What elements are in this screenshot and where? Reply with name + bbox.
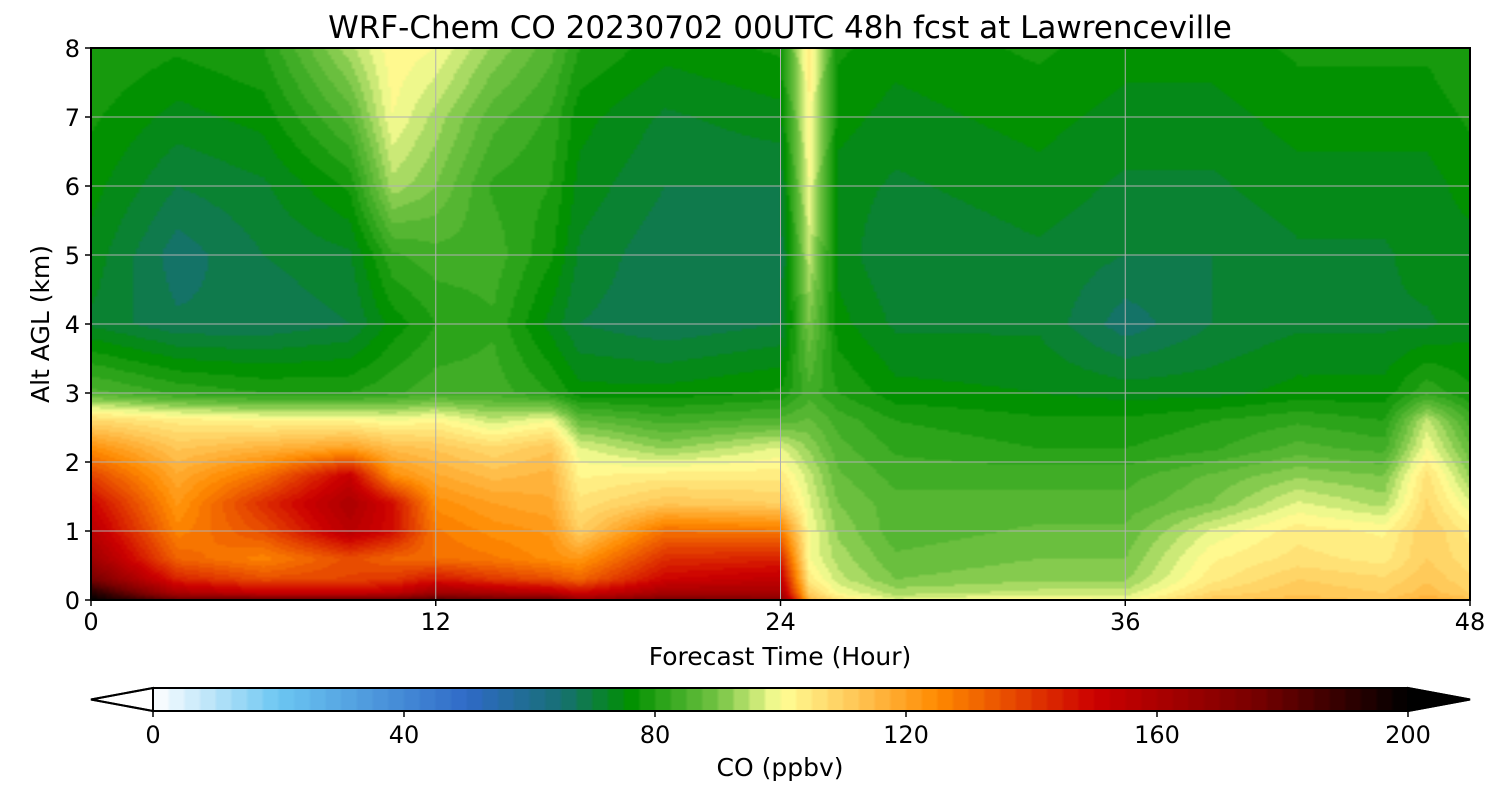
y-tick-label: 1 bbox=[65, 518, 80, 546]
y-tick-label: 4 bbox=[65, 311, 80, 339]
y-tick-label: 5 bbox=[65, 242, 80, 270]
colorbar-tick-label: 0 bbox=[145, 721, 160, 749]
x-tick-label: 24 bbox=[765, 608, 796, 636]
y-tick-label: 7 bbox=[65, 104, 80, 132]
colorbar-tick-label: 200 bbox=[1385, 721, 1431, 749]
x-tick-label: 36 bbox=[1110, 608, 1141, 636]
y-tick-label: 8 bbox=[65, 35, 80, 63]
y-tick-label: 2 bbox=[65, 449, 80, 477]
x-tick-label: 0 bbox=[83, 608, 98, 636]
colorbar-tick-label: 120 bbox=[883, 721, 929, 749]
y-axis-ticks: 0 1 2 3 4 5 6 7 8 bbox=[65, 35, 91, 615]
colorbar-label: CO (ppbv) bbox=[717, 753, 844, 782]
y-axis-label: Alt AGL (km) bbox=[26, 245, 55, 403]
y-tick-label: 3 bbox=[65, 380, 80, 408]
colorbar-tick-label: 80 bbox=[640, 721, 671, 749]
x-axis-ticks: 0 12 24 36 48 bbox=[83, 600, 1485, 636]
chart-title: WRF-Chem CO 20230702 00UTC 48h fcst at L… bbox=[328, 10, 1232, 46]
colorbar-extend-high bbox=[1407, 686, 1471, 713]
colorbar: 0 40 80 120 160 200 bbox=[90, 686, 1471, 749]
x-tick-label: 48 bbox=[1455, 608, 1486, 636]
x-tick-label: 12 bbox=[420, 608, 451, 636]
colorbar-tick-label: 40 bbox=[389, 721, 420, 749]
colorbar-ticks: 0 40 80 120 160 200 bbox=[145, 711, 1431, 749]
colorbar-ramp bbox=[153, 688, 1408, 711]
x-axis-label: Forecast Time (Hour) bbox=[649, 642, 912, 671]
y-tick-label: 6 bbox=[65, 173, 80, 201]
y-tick-label: 0 bbox=[65, 587, 80, 615]
colorbar-extend-low bbox=[90, 686, 154, 713]
colorbar-tick-label: 160 bbox=[1134, 721, 1180, 749]
